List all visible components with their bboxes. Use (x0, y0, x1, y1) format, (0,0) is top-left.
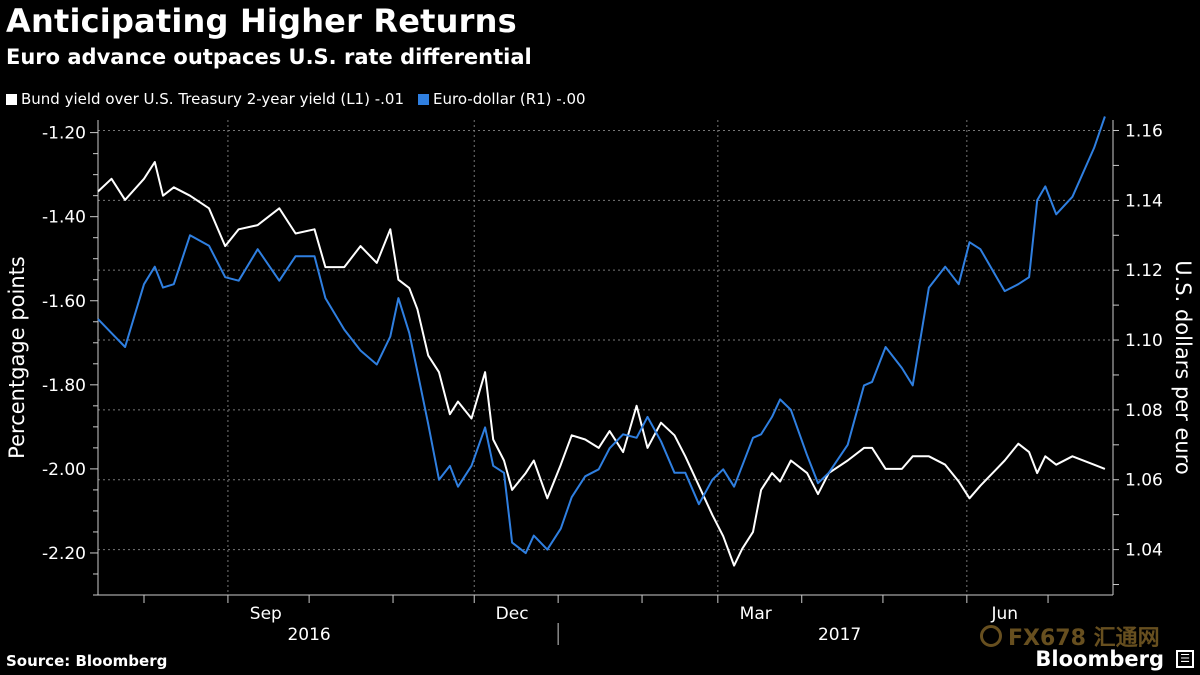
left-tick-label: -1.60 (42, 292, 86, 312)
right-tick-label: 1.08 (1125, 401, 1163, 421)
x-month-label: Jun (990, 604, 1018, 624)
right-tick-label: 1.06 (1125, 471, 1163, 491)
legend-label-bund-spread: Bund yield over U.S. Treasury 2-year yie… (21, 90, 404, 108)
legend-item-euro-dollar: Euro-dollar (R1) -.00 (418, 90, 586, 108)
legend-swatch-blue (418, 93, 429, 105)
series-line-euro-dollar (97, 116, 1106, 555)
watermark-logo-icon (980, 625, 1002, 647)
legend-item-bund-spread: Bund yield over U.S. Treasury 2-year yie… (6, 90, 404, 108)
chart-subtitle: Euro advance outpaces U.S. rate differen… (6, 45, 532, 69)
left-tick-label: -1.20 (42, 124, 86, 144)
right-tick-label: 1.14 (1125, 191, 1163, 211)
grid-lines (98, 120, 1113, 595)
right-tick-label: 1.16 (1125, 121, 1163, 141)
left-tick-label: -2.20 (42, 544, 86, 564)
source-note: Source: Bloomberg (6, 652, 168, 670)
legend-label-euro-dollar: Euro-dollar (R1) -.00 (433, 90, 586, 108)
tick-labels: -1.20 -1.40 -1.60 -1.80 -2.00 -2.20 1.16 1.14 1.… (5, 121, 1195, 645)
series-line-bund-spread (97, 161, 1106, 567)
legend-swatch-white (6, 93, 17, 105)
bloomberg-terminal-icon: ☰ (1176, 650, 1194, 668)
x-year-label: 2016 (287, 625, 330, 645)
right-tick-label: 1.12 (1125, 261, 1163, 281)
left-axis-title: Percentgage points (5, 256, 29, 459)
x-year-label: 2017 (818, 625, 861, 645)
watermark: FX678 汇通网 (980, 620, 1160, 652)
left-tick-label: -1.80 (42, 376, 86, 396)
axes (90, 120, 1119, 645)
right-tick-label: 1.04 (1125, 541, 1163, 561)
x-month-label: Dec (496, 604, 529, 624)
chart-title: Anticipating Higher Returns (6, 2, 517, 40)
watermark-text: FX678 汇通网 (1008, 626, 1160, 651)
legend: Bund yield over U.S. Treasury 2-year yie… (6, 90, 586, 108)
right-tick-label: 1.10 (1125, 331, 1163, 351)
left-tick-label: -1.40 (42, 208, 86, 228)
right-axis-title: U.S. dollars per euro (1171, 260, 1195, 475)
series-lines (97, 116, 1106, 567)
x-month-label: Sep (250, 604, 282, 624)
brand-logo: Bloomberg (1035, 647, 1164, 671)
left-tick-label: -2.00 (42, 460, 86, 480)
x-month-label: Mar (740, 604, 772, 624)
